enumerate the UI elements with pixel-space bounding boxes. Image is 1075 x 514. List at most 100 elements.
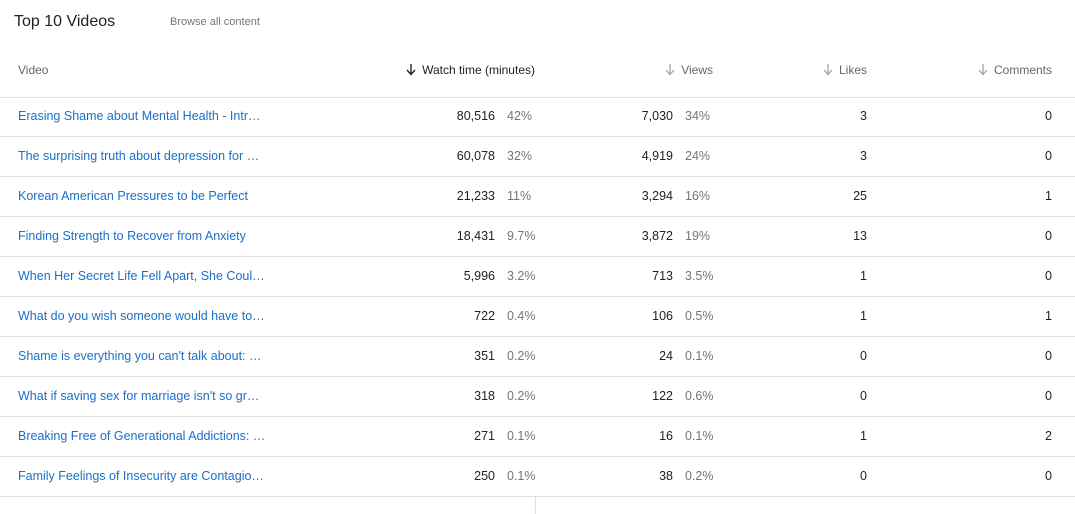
- watch-time-percent: 42%: [507, 109, 533, 123]
- views-value: 7,030: [641, 109, 673, 123]
- watch-time-value: 21,233: [456, 189, 495, 203]
- views-percent: 24%: [685, 149, 711, 163]
- video-table-body: Erasing Shame about Mental Health - Intr…: [0, 97, 1075, 497]
- comments-value: 0: [1045, 149, 1052, 163]
- video-title-link[interactable]: Korean American Pressures to be Perfect: [18, 189, 248, 203]
- views-value: 3,872: [641, 229, 673, 243]
- arrow-down-icon: [978, 64, 988, 76]
- watch-time-percent: 32%: [507, 149, 533, 163]
- section-title: Top 10 Videos: [14, 13, 116, 30]
- likes-value: 1: [860, 429, 867, 443]
- likes-value: 3: [860, 149, 867, 163]
- video-title-link[interactable]: What do you wish someone would have to…: [18, 309, 265, 323]
- arrow-down-icon: [823, 64, 833, 76]
- likes-value: 1: [860, 269, 867, 283]
- table-row: Shame is everything you can't talk about…: [0, 337, 1075, 377]
- comments-value: 0: [1045, 469, 1052, 483]
- watch-time-percent: 11%: [507, 189, 532, 203]
- views-percent: 0.2%: [685, 469, 714, 483]
- table-row: Breaking Free of Generational Addictions…: [0, 417, 1075, 457]
- views-percent: 34%: [685, 109, 711, 123]
- views-value: 24: [659, 349, 673, 363]
- likes-value: 0: [860, 349, 867, 363]
- watch-time-percent: 0.2%: [507, 349, 536, 363]
- video-title-link[interactable]: When Her Secret Life Fell Apart, She Cou…: [18, 269, 265, 283]
- views-percent: 0.5%: [685, 309, 714, 323]
- table-row: When Her Secret Life Fell Apart, She Cou…: [0, 257, 1075, 297]
- table-row: What do you wish someone would have to… 7…: [0, 297, 1075, 337]
- watch-time-value: 60,078: [456, 149, 495, 163]
- table-header: Video Watch time (minutes) Views Likes C…: [0, 52, 1075, 98]
- views-value: 16: [659, 429, 673, 443]
- likes-value: 3: [860, 109, 867, 123]
- watch-time-percent: 0.1%: [507, 429, 536, 443]
- watch-time-value: 5,996: [463, 269, 495, 283]
- likes-value: 0: [860, 469, 867, 483]
- watch-time-percent: 9.7%: [507, 229, 536, 243]
- divider: [535, 497, 536, 514]
- table-row: Korean American Pressures to be Perfect 2…: [0, 177, 1075, 217]
- watch-time-value: 722: [474, 309, 495, 323]
- video-title-link[interactable]: Family Feelings of Insecurity are Contag…: [18, 469, 264, 483]
- browse-all-content-link[interactable]: Browse all content: [170, 16, 260, 28]
- views-percent: 0.1%: [685, 429, 714, 443]
- likes-value: 0: [860, 389, 867, 403]
- watch-time-value: 80,516: [456, 109, 495, 123]
- column-header-watch-time-label: Watch time (minutes): [422, 63, 535, 77]
- views-value: 106: [652, 309, 673, 323]
- column-header-likes-label: Likes: [838, 63, 867, 77]
- column-header-comments-label: Comments: [993, 63, 1052, 77]
- section-header: Top 10 Videos: [14, 11, 115, 33]
- video-title-link[interactable]: Breaking Free of Generational Addictions…: [18, 429, 266, 443]
- comments-value: 2: [1045, 429, 1052, 443]
- video-title-link[interactable]: Finding Strength to Recover from Anxiety: [18, 229, 246, 243]
- watch-time-value: 318: [474, 389, 495, 403]
- watch-time-value: 250: [474, 469, 495, 483]
- comments-value: 1: [1045, 309, 1052, 323]
- watch-time-percent: 3.2%: [507, 269, 536, 283]
- arrow-down-icon: [406, 64, 416, 76]
- column-header-watch-time[interactable]: Watch time (minutes): [406, 52, 535, 88]
- comments-value: 0: [1045, 229, 1052, 243]
- watch-time-value: 351: [474, 349, 495, 363]
- views-value: 4,919: [641, 149, 673, 163]
- table-row: Erasing Shame about Mental Health - Intr…: [0, 97, 1075, 137]
- column-header-video: Video: [18, 52, 48, 88]
- table-row: What if saving sex for marriage isn't so…: [0, 377, 1075, 417]
- comments-value: 1: [1045, 189, 1052, 203]
- views-percent: 0.1%: [685, 349, 714, 363]
- table-row: The surprising truth about depression fo…: [0, 137, 1075, 177]
- column-header-comments[interactable]: Comments: [978, 52, 1052, 88]
- video-title-link[interactable]: The surprising truth about depression fo…: [18, 149, 260, 163]
- column-header-likes[interactable]: Likes: [823, 52, 867, 88]
- views-percent: 0.6%: [685, 389, 714, 403]
- watch-time-percent: 0.1%: [507, 469, 536, 483]
- likes-value: 25: [853, 189, 867, 203]
- views-value: 122: [652, 389, 673, 403]
- video-title-link[interactable]: Erasing Shame about Mental Health - Intr…: [18, 109, 261, 123]
- video-title-link[interactable]: What if saving sex for marriage isn't so…: [18, 389, 260, 403]
- views-percent: 16%: [685, 189, 711, 203]
- watch-time-value: 18,431: [456, 229, 495, 243]
- video-title-link[interactable]: Shame is everything you can't talk about…: [18, 349, 262, 363]
- comments-value: 0: [1045, 349, 1052, 363]
- watch-time-percent: 0.4%: [507, 309, 536, 323]
- likes-value: 13: [853, 229, 867, 243]
- watch-time-percent: 0.2%: [507, 389, 536, 403]
- watch-time-value: 271: [474, 429, 495, 443]
- views-percent: 3.5%: [685, 269, 714, 283]
- views-value: 713: [652, 269, 673, 283]
- views-value: 38: [659, 469, 673, 483]
- column-header-views[interactable]: Views: [665, 52, 713, 88]
- views-value: 3,294: [641, 189, 673, 203]
- comments-value: 0: [1045, 269, 1052, 283]
- column-header-video-label: Video: [18, 63, 49, 77]
- table-row: Family Feelings of Insecurity are Contag…: [0, 457, 1075, 497]
- table-row: Finding Strength to Recover from Anxiety…: [0, 217, 1075, 257]
- comments-value: 0: [1045, 389, 1052, 403]
- likes-value: 1: [860, 309, 867, 323]
- comments-value: 0: [1045, 109, 1052, 123]
- column-header-views-label: Views: [681, 63, 713, 77]
- views-percent: 19%: [685, 229, 711, 243]
- arrow-down-icon: [665, 64, 675, 76]
